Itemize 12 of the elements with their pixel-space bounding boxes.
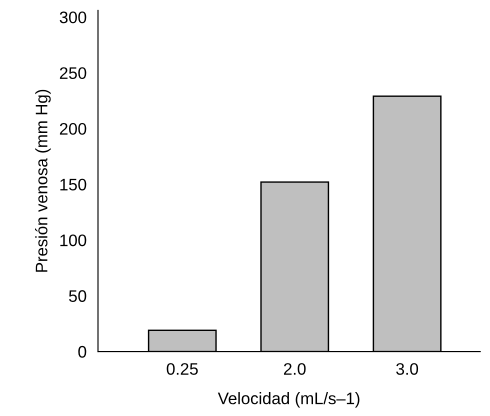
y-tick-label: 0 bbox=[78, 346, 86, 358]
y-tick-label: 200 bbox=[60, 122, 86, 135]
x-tick-label: 3.0 bbox=[396, 363, 418, 375]
x-axis-title: Velocidad (mL/s–1) bbox=[218, 392, 360, 408]
y-axis-title: Presión venosa (mm Hg) bbox=[35, 90, 51, 272]
y-tick-label: 50 bbox=[69, 290, 86, 302]
y-tick-label: 250 bbox=[60, 67, 86, 80]
y-tick-label: 150 bbox=[60, 178, 86, 191]
y-tick-label: 100 bbox=[60, 234, 86, 246]
y-tick-label: 300 bbox=[60, 11, 86, 24]
x-tick-label: 2.0 bbox=[284, 363, 306, 375]
x-tick-label: 0.25 bbox=[166, 363, 198, 375]
